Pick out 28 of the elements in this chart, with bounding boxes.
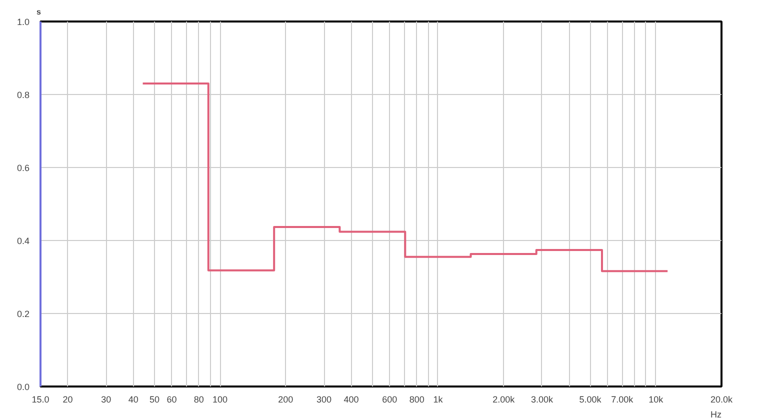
- x-tick-label: 15.0: [32, 394, 50, 404]
- x-tick-label: 20: [62, 394, 73, 404]
- x-tick-label: 50: [149, 394, 160, 404]
- x-tick-label: 400: [344, 394, 359, 404]
- x-tick-label: 60: [166, 394, 177, 404]
- x-tick-label: 300: [316, 394, 332, 404]
- x-tick-label: 80: [194, 394, 204, 404]
- y-tick-label: 0.4: [16, 236, 30, 246]
- x-tick-label: 800: [409, 394, 424, 404]
- y-tick-label: 0.6: [16, 163, 30, 173]
- x-tick-label: 1k: [433, 394, 444, 404]
- x-tick-label: 10k: [648, 394, 664, 404]
- x-tick-label: 20.0k: [710, 394, 734, 404]
- x-tick-label: 5.00k: [579, 394, 602, 404]
- x-tick-label: 40: [128, 394, 138, 404]
- x-axis-title: Hz: [710, 410, 722, 419]
- y-tick-label: 0.2: [16, 309, 30, 319]
- y-tick-label: 0.8: [16, 90, 30, 100]
- x-tick-label: 3.00k: [530, 394, 554, 404]
- x-tick-label: 30: [101, 394, 112, 404]
- x-tick-label: 2.00k: [492, 394, 516, 404]
- y-tick-label: 1.0: [16, 17, 30, 27]
- x-tick-label: 200: [278, 394, 294, 404]
- y-axis-title: s: [36, 8, 42, 16]
- y-tick-label: 0.0: [16, 382, 30, 392]
- x-tick-label: 100: [212, 394, 228, 404]
- x-tick-label: 600: [382, 394, 398, 404]
- x-tick-label: 7.00k: [611, 394, 634, 404]
